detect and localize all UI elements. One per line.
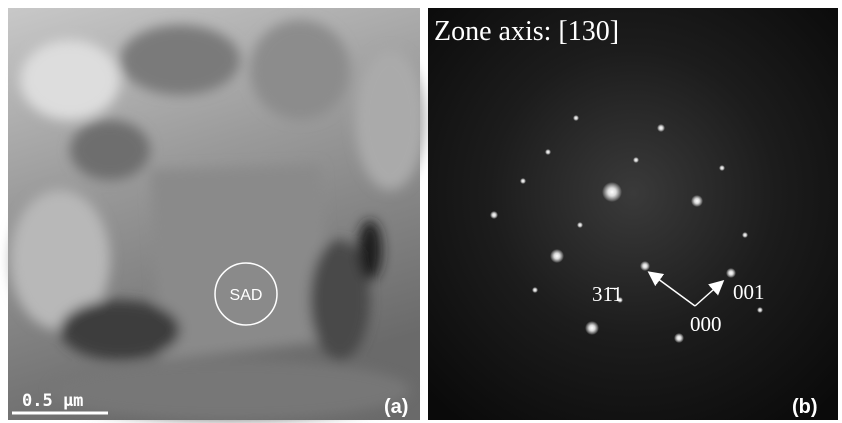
spot-label: 000 xyxy=(690,312,722,336)
zone-axis-title: Zone axis: [130] xyxy=(434,16,619,47)
spot-label: 31̄1 xyxy=(592,282,623,306)
panel-b: Zone axis: [130] 31̄1 001 000 (b) xyxy=(428,8,838,420)
diffraction-image xyxy=(428,8,838,420)
scale-bar-label: 0.5 µm xyxy=(22,391,83,411)
panel-label: (b) xyxy=(792,396,818,418)
spot-label: 001 xyxy=(733,280,765,304)
figure: SAD 0.5 µm (a) Zone axis: [1 xyxy=(0,0,842,423)
sad-label: SAD xyxy=(230,287,263,304)
panel-label: (a) xyxy=(384,396,408,418)
panel-a: SAD 0.5 µm (a) xyxy=(8,8,425,420)
